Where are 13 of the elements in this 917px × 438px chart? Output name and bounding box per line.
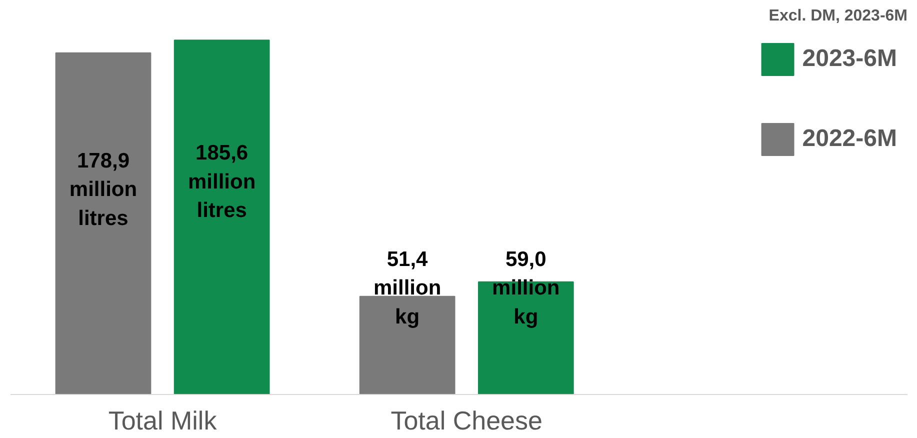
text: Excl. DM, 2023-6M (768, 8, 908, 24)
data-label: 178,9 million litres (69, 149, 138, 230)
bar (478, 281, 574, 394)
data-label: 59,0 million kg (492, 248, 560, 328)
bar (55, 52, 152, 394)
bar (174, 40, 270, 394)
x-tick-label: Total Milk (108, 406, 218, 436)
x-tick-label: Total Cheese (390, 406, 542, 436)
data-label: 51,4 million kg (373, 248, 442, 328)
legend-label: 2022-6M (802, 125, 897, 153)
bar (359, 296, 456, 394)
legend-label: 2023-6M (802, 45, 897, 73)
data-label: 185,6 million litres (188, 142, 256, 222)
